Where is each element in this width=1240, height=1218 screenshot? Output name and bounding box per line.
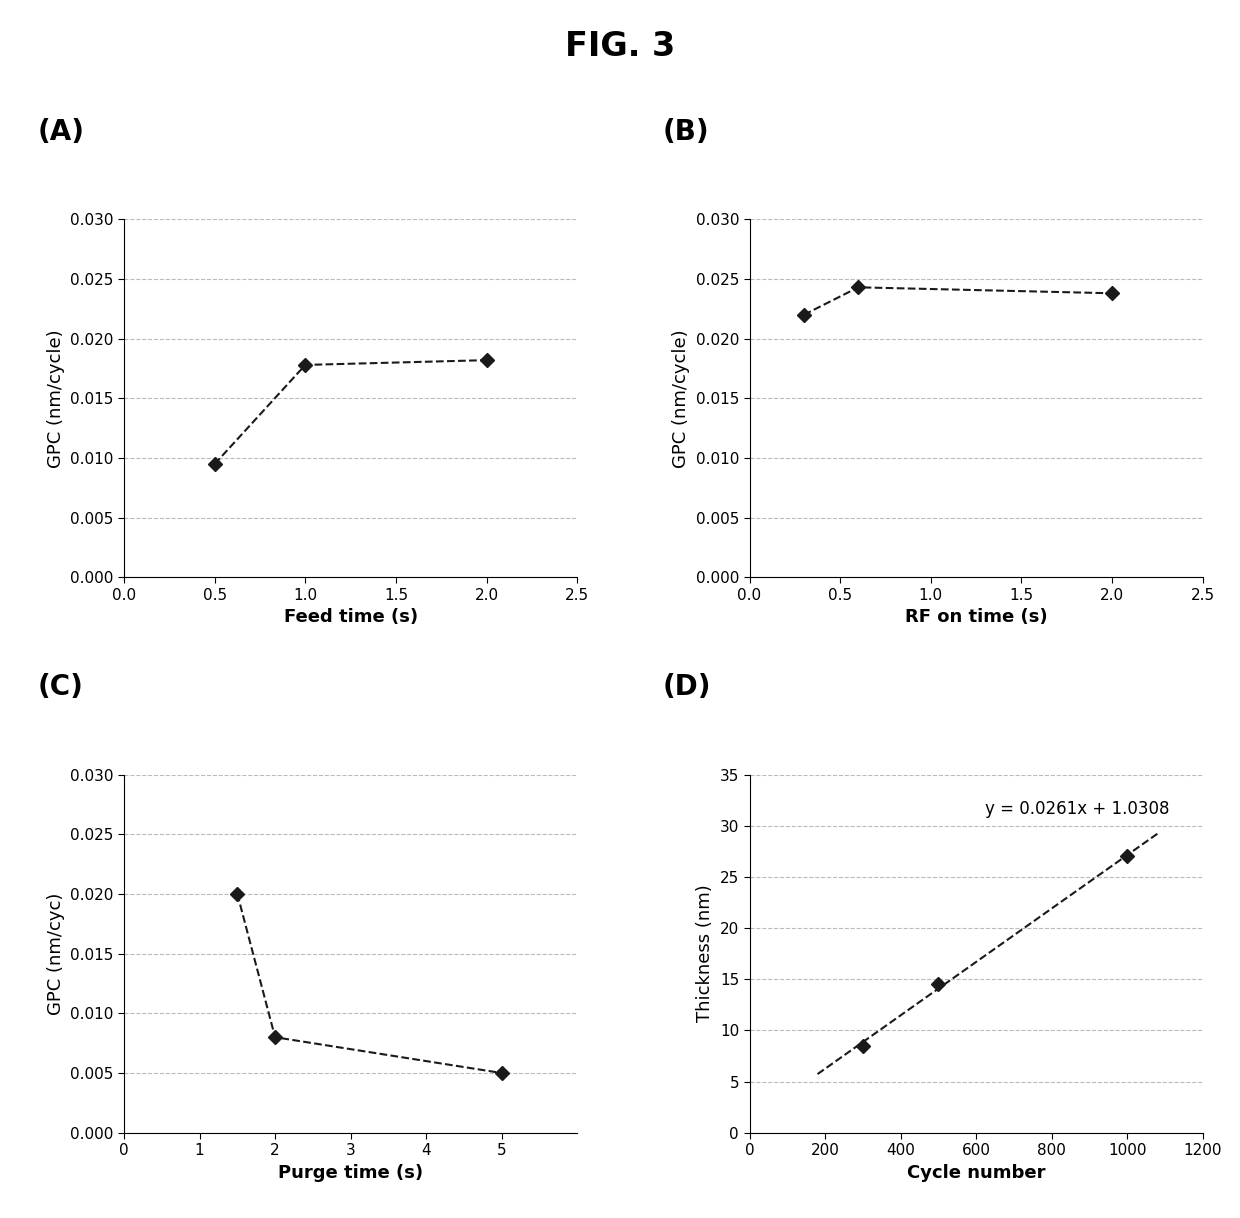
- Text: y = 0.0261x + 1.0308: y = 0.0261x + 1.0308: [986, 799, 1169, 817]
- Y-axis label: GPC (nm/cyc): GPC (nm/cyc): [47, 893, 64, 1015]
- X-axis label: Feed time (s): Feed time (s): [284, 609, 418, 626]
- X-axis label: RF on time (s): RF on time (s): [905, 609, 1048, 626]
- X-axis label: Purge time (s): Purge time (s): [278, 1163, 423, 1181]
- Text: (D): (D): [662, 674, 712, 702]
- Text: (C): (C): [37, 674, 83, 702]
- Y-axis label: Thickness (nm): Thickness (nm): [696, 884, 714, 1022]
- X-axis label: Cycle number: Cycle number: [906, 1163, 1045, 1181]
- Text: (A): (A): [37, 118, 84, 146]
- Y-axis label: GPC (nm/cycle): GPC (nm/cycle): [47, 329, 64, 468]
- Text: FIG. 3: FIG. 3: [565, 30, 675, 63]
- Text: (B): (B): [662, 118, 709, 146]
- Y-axis label: GPC (nm/cycle): GPC (nm/cycle): [672, 329, 689, 468]
